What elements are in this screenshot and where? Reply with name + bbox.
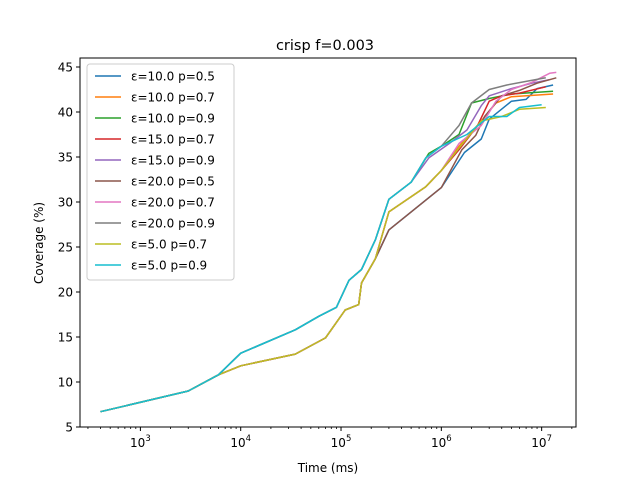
series-line-9 xyxy=(100,104,542,413)
legend-box xyxy=(86,63,235,281)
y-tick-label: 10 xyxy=(58,376,73,390)
y-tick-label: 15 xyxy=(58,331,73,345)
y-tick-label: 25 xyxy=(58,241,73,255)
x-axis-ticks: 103 104 105 106 107 xyxy=(87,427,573,450)
legend-label: ε=20.0 p=0.9 xyxy=(131,217,215,231)
y-tick-label: 30 xyxy=(58,196,73,210)
legend-label: ε=20.0 p=0.5 xyxy=(131,175,215,189)
y-tick-label: 35 xyxy=(58,151,73,165)
y-tick-label: 5 xyxy=(65,421,73,435)
series-lines xyxy=(100,71,557,413)
x-tick-label: 104 xyxy=(230,434,251,450)
x-axis-label: Time (ms) xyxy=(297,461,359,475)
y-tick-label: 20 xyxy=(58,286,73,300)
x-tick-label: 107 xyxy=(531,434,552,450)
legend-label: ε=5.0 p=0.9 xyxy=(131,259,207,273)
x-tick-label: 105 xyxy=(331,434,352,450)
legend-label: ε=15.0 p=0.7 xyxy=(131,133,215,147)
x-tick-label: 103 xyxy=(130,434,151,450)
chart-title: crisp f=0.003 xyxy=(276,38,374,54)
y-tick-label: 45 xyxy=(58,61,73,75)
y-tick-label: 40 xyxy=(58,106,73,120)
chart-legend: ε=10.0 p=0.5 ε=10.0 p=0.7 ε=10.0 p=0.9 ε=15… xyxy=(86,63,235,281)
x-tick-label: 106 xyxy=(431,434,452,450)
y-axis-ticks: 5 10 15 20 25 30 35 40 45 xyxy=(58,61,80,435)
legend-label: ε=5.0 p=0.7 xyxy=(131,238,207,252)
legend-label: ε=10.0 p=0.9 xyxy=(131,112,215,126)
legend-label: ε=10.0 p=0.7 xyxy=(131,91,215,105)
legend-label: ε=10.0 p=0.5 xyxy=(131,70,215,84)
axes-frame xyxy=(79,57,577,428)
legend-label: ε=20.0 p=0.7 xyxy=(131,196,215,210)
y-axis-label: Coverage (%) xyxy=(32,202,46,284)
legend-label: ε=15.0 p=0.9 xyxy=(131,154,215,168)
